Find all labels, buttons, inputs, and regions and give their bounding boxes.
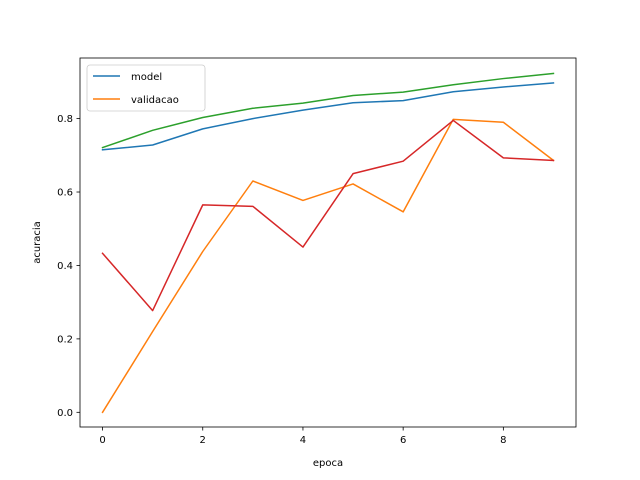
y-tick-label: 0.2 [57, 334, 73, 345]
series-line-4 [101, 119, 555, 312]
legend-label: model [131, 72, 162, 83]
x-tick-label: 8 [500, 435, 506, 446]
y-axis-label: acuracia [32, 221, 43, 264]
y-tick-label: 0.4 [57, 261, 73, 272]
y-tick-label: 0.8 [57, 114, 73, 125]
x-tick-label: 6 [400, 435, 406, 446]
x-tick-label: 2 [200, 435, 206, 446]
series-line-2 [101, 118, 555, 414]
x-axis-ticks: 0 2 4 6 8 [99, 427, 507, 446]
series-line-3 [101, 72, 555, 149]
legend: model validacao [86, 64, 206, 112]
y-tick-label: 0.6 [57, 188, 73, 199]
x-tick-label: 0 [99, 435, 105, 446]
series-line-1 [101, 82, 555, 151]
x-tick-label: 4 [300, 435, 306, 446]
y-tick-label: 0.0 [57, 408, 73, 419]
series-layer [101, 72, 555, 414]
axes-frame [79, 57, 577, 428]
x-axis-label: epoca [313, 458, 343, 469]
y-axis-ticks: 0.0 0.2 0.4 0.6 0.8 [57, 114, 80, 419]
legend-label: validacao [131, 95, 179, 106]
